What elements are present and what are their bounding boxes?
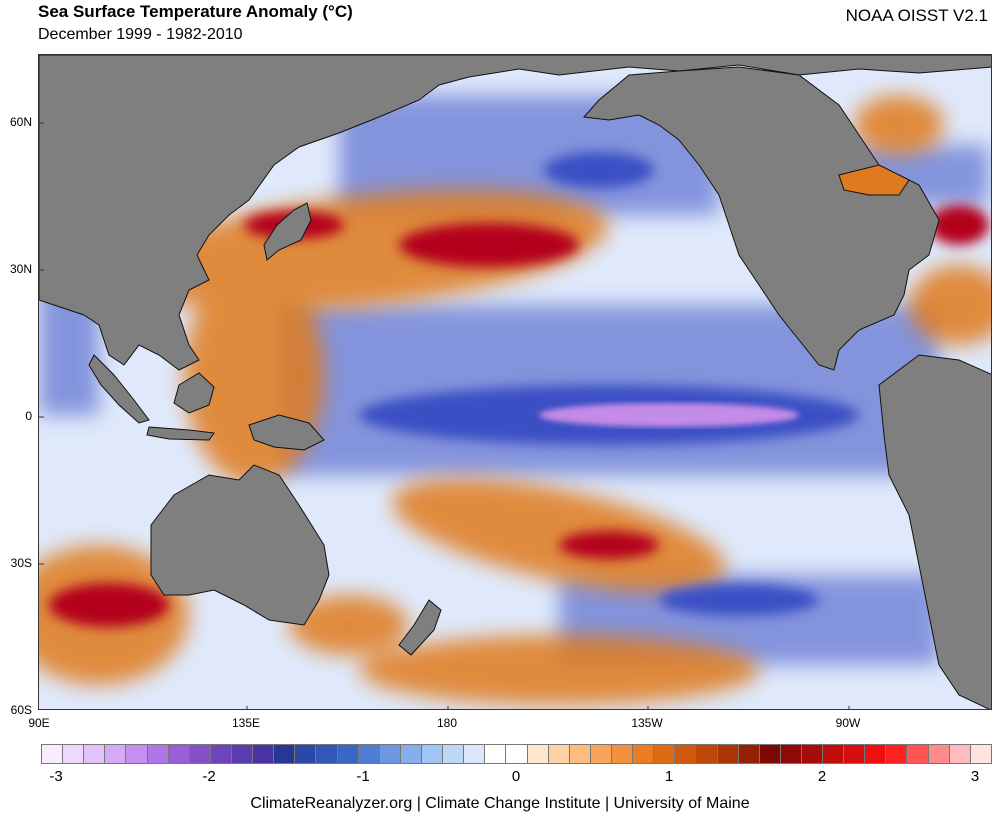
gulf-stream-hot-core [929, 205, 989, 245]
gulf-of-alaska-cold-patch [544, 152, 654, 188]
legend-swatch [632, 744, 655, 764]
japan [263, 202, 312, 261]
sst-anomaly-map[interactable] [38, 54, 992, 710]
indian-ocean-hot-core [49, 583, 169, 627]
legend-swatch [420, 744, 444, 764]
legend-swatch [674, 744, 697, 764]
legend-swatch [62, 744, 85, 764]
legend-swatch [209, 744, 232, 764]
legend-swatch [188, 744, 211, 764]
legend-swatch [526, 744, 549, 764]
legend-label-minus-2: -2 [202, 768, 216, 785]
lon-label-180: 180 [436, 716, 458, 730]
lat-label-30s: 30S [10, 556, 32, 570]
legend-label-0: 0 [511, 768, 521, 785]
land-masses [39, 55, 991, 709]
south-pacific-warm-band [392, 478, 726, 592]
new-guinea [248, 414, 325, 451]
legend-swatch [948, 744, 971, 764]
legend-swatch [969, 744, 992, 764]
legend-swatch [315, 744, 338, 764]
lat-label-60s: 60S [10, 703, 32, 717]
north-america [582, 66, 940, 371]
legend-swatch [273, 744, 296, 764]
asia-landmass [39, 55, 991, 371]
borneo [173, 372, 215, 414]
north-pacific-hot-core [399, 223, 579, 267]
chart-title: Sea Surface Temperature Anomaly (°C) [38, 2, 353, 21]
lon-label-135w: 135W [631, 716, 663, 730]
very-cold-regions [539, 403, 799, 427]
legend-swatch [505, 744, 528, 764]
la-nina-core [539, 403, 799, 427]
legend-swatch [484, 744, 507, 764]
legend-swatch [695, 744, 718, 764]
legend-swatch [653, 744, 676, 764]
legend-swatch [83, 744, 106, 764]
legend-swatch [252, 744, 275, 764]
legend-swatch [906, 744, 929, 764]
tasman-warm-region [289, 595, 409, 655]
australia [150, 464, 330, 626]
dataset-label: NOAA OISST V2.1 [845, 6, 988, 25]
legend-label-1: 1 [664, 768, 674, 785]
legend-swatch [864, 744, 887, 764]
legend-label-2: 2 [817, 768, 827, 785]
legend-swatch [41, 744, 64, 764]
hudson-bay [838, 164, 910, 196]
legend-swatch [758, 744, 781, 764]
hudson-bay-warm-region [854, 95, 944, 155]
sumatra [88, 354, 150, 424]
legend-swatch [716, 744, 739, 764]
legend-swatch [357, 744, 380, 764]
chart-subtitle: December 1999 - 1982-2010 [38, 26, 243, 43]
legend-swatch [463, 744, 486, 764]
legend-swatch [399, 744, 422, 764]
legend-label-minus-1: -1 [356, 768, 370, 785]
legend-swatch [442, 744, 465, 764]
legend-swatch [146, 744, 169, 764]
legend-swatch [230, 744, 254, 764]
legend-swatch [125, 744, 148, 764]
south-pacific-hot-core [559, 531, 659, 559]
legend-swatch [779, 744, 802, 764]
west-pacific-warm-pool [184, 265, 324, 485]
legend-swatch [336, 744, 359, 764]
legend-swatch [885, 744, 908, 764]
southern-ocean-warm-band [359, 635, 759, 705]
lon-label-90w: 90W [835, 716, 861, 730]
legend-label-minus-3: -3 [49, 768, 63, 785]
legend-swatch [737, 744, 760, 764]
south-america [878, 354, 991, 709]
legend-swatch [927, 744, 950, 764]
legend-swatch [610, 744, 634, 764]
map-canvas [39, 55, 991, 709]
legend-swatch [294, 744, 317, 764]
legend-swatch [822, 744, 845, 764]
legend-swatch [547, 744, 570, 764]
lat-label-60n: 60N [9, 115, 32, 129]
credits-footer: ClimateReanalyzer.org | Climate Change I… [250, 795, 750, 812]
legend-swatch [167, 744, 190, 764]
legend-swatch [800, 744, 824, 764]
caribbean-warm-region [909, 265, 991, 345]
legend-label-3: 3 [970, 768, 980, 785]
lat-label-30n: 30N [9, 262, 32, 276]
color-legend-bar [41, 744, 992, 764]
legend-swatch [378, 744, 401, 764]
legend-swatch [589, 744, 612, 764]
legend-swatch [104, 744, 127, 764]
map-ticks [39, 122, 850, 709]
south-pacific-cold-patch [659, 584, 819, 616]
legend-swatch [568, 744, 591, 764]
lon-label-90e: 90E [28, 716, 50, 730]
legend-swatch [843, 744, 866, 764]
java [146, 426, 215, 441]
new-zealand [398, 599, 442, 656]
lon-label-135e: 135E [231, 716, 261, 730]
lat-label-0: 0 [25, 409, 32, 423]
